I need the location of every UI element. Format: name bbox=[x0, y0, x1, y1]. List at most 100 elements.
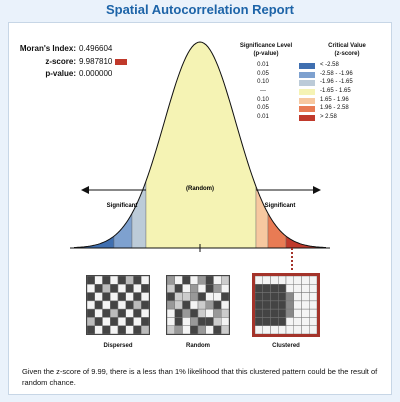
map-cell bbox=[141, 275, 150, 285]
map-cell bbox=[270, 275, 279, 285]
map-cell bbox=[190, 300, 199, 310]
map-cell bbox=[117, 292, 126, 302]
map-cell bbox=[94, 308, 103, 318]
map-cell bbox=[309, 284, 318, 293]
map-cell bbox=[293, 317, 302, 326]
map-cell bbox=[254, 292, 263, 302]
map-cell bbox=[301, 317, 310, 326]
map-cell bbox=[102, 275, 111, 285]
map-cell bbox=[309, 308, 318, 318]
dispersed-map bbox=[86, 275, 150, 335]
map-cell bbox=[102, 292, 111, 302]
interpretation-text: Given the z-score of 9.99, there is a le… bbox=[22, 367, 378, 387]
map-cell bbox=[86, 308, 95, 318]
map-cell bbox=[117, 308, 126, 318]
map-cell bbox=[254, 317, 263, 326]
map-cell bbox=[309, 275, 318, 285]
map-cell bbox=[301, 300, 310, 310]
map-cell bbox=[254, 308, 263, 318]
morans-index-value: 0.496604 bbox=[79, 44, 113, 53]
map-cell bbox=[110, 308, 119, 318]
map-cell bbox=[262, 317, 271, 326]
map-cell bbox=[221, 325, 230, 335]
map-cell bbox=[190, 275, 199, 285]
map-cell bbox=[278, 284, 287, 293]
map-cell bbox=[285, 284, 294, 293]
p-value-row: p-value: 0.000000 bbox=[16, 68, 127, 81]
map-cell bbox=[110, 325, 119, 335]
map-cell bbox=[309, 325, 318, 335]
map-cell bbox=[221, 284, 230, 293]
map-cell bbox=[221, 317, 230, 326]
map-cell bbox=[278, 308, 287, 318]
random-map-label: Random bbox=[186, 343, 210, 349]
clustered-map bbox=[252, 273, 320, 337]
legend-p-value: 0.05 bbox=[257, 105, 269, 112]
legend-swatch bbox=[299, 71, 315, 78]
morans-index-row: Moran's Index: 0.496604 bbox=[16, 43, 127, 56]
map-cell bbox=[102, 300, 111, 310]
map-cell bbox=[174, 308, 183, 318]
map-cell bbox=[190, 317, 199, 326]
map-cell bbox=[285, 275, 294, 285]
map-cell bbox=[86, 325, 95, 335]
map-cell bbox=[174, 275, 183, 285]
map-cell bbox=[190, 284, 199, 293]
report-title: Spatial Autocorrelation Report bbox=[105, 2, 295, 17]
stats-block: Moran's Index: 0.496604 z-score: 9.98781… bbox=[16, 43, 128, 81]
map-cell bbox=[270, 292, 279, 302]
map-cell bbox=[86, 284, 95, 293]
map-cell bbox=[254, 275, 263, 285]
map-cell bbox=[293, 292, 302, 302]
map-cell bbox=[166, 284, 175, 293]
map-cell bbox=[141, 292, 150, 302]
map-cell bbox=[133, 292, 142, 302]
map-cell bbox=[182, 284, 191, 293]
map-cell bbox=[125, 284, 134, 293]
map-cell bbox=[117, 300, 126, 310]
map-cell bbox=[133, 308, 142, 318]
legend-swatch bbox=[299, 115, 315, 122]
map-cell bbox=[117, 325, 126, 335]
map-cell bbox=[213, 284, 222, 293]
map-cell bbox=[110, 292, 119, 302]
right-significant-label: Significant bbox=[265, 203, 296, 209]
legend-swatch bbox=[299, 97, 315, 104]
map-cell bbox=[166, 308, 175, 318]
morans-index-label: Moran's Index: bbox=[19, 44, 76, 53]
legend-range: -1.96 - -1.65 bbox=[320, 79, 353, 86]
map-cell bbox=[86, 275, 95, 285]
map-cell bbox=[262, 325, 271, 335]
curve-outline bbox=[74, 41, 326, 248]
legend-p-value: 0.01 bbox=[257, 62, 269, 68]
map-cell bbox=[262, 275, 271, 285]
curve-band bbox=[131, 181, 147, 249]
map-cell bbox=[197, 300, 206, 310]
map-cell bbox=[205, 292, 214, 302]
map-cell bbox=[285, 300, 294, 310]
map-cell bbox=[262, 300, 271, 310]
map-cell bbox=[197, 325, 206, 335]
legend-range: -2.58 - -1.96 bbox=[320, 70, 353, 77]
map-cell bbox=[182, 300, 191, 310]
map-cell bbox=[301, 284, 310, 293]
map-cell bbox=[213, 317, 222, 326]
curve-band bbox=[145, 41, 257, 249]
map-cell bbox=[117, 275, 126, 285]
legend-p-value: 0.10 bbox=[257, 96, 269, 103]
map-cell bbox=[285, 308, 294, 318]
map-cell bbox=[141, 300, 150, 310]
z-score-swatch bbox=[115, 58, 128, 65]
map-cell bbox=[86, 317, 95, 326]
dispersed-label: Dispersed bbox=[103, 343, 133, 349]
map-cell bbox=[213, 292, 222, 302]
legend-p-value: 0.01 bbox=[257, 114, 269, 121]
map-cell bbox=[182, 275, 191, 285]
map-cell bbox=[125, 275, 134, 285]
legend-range: -1.65 - 1.65 bbox=[320, 88, 351, 95]
map-cell bbox=[133, 275, 142, 285]
left-significant-label: Significant bbox=[107, 203, 138, 209]
legend-range: < -2.58 bbox=[320, 62, 339, 68]
map-cell bbox=[133, 325, 142, 335]
map-cell bbox=[309, 300, 318, 310]
